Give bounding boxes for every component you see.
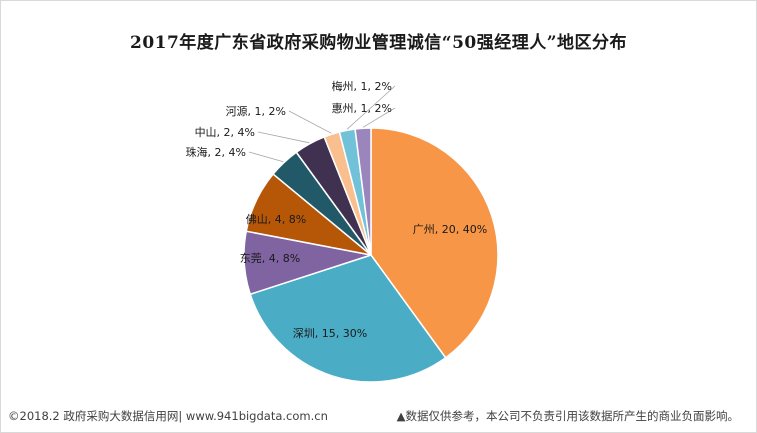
pie-slice-1 — [370, 127, 499, 359]
leader-line-8 — [346, 85, 396, 130]
slice-label-2: 深圳, 15, 30% — [293, 327, 367, 340]
footer-source: ©2018.2 政府采购大数据信用网| www.941bigdata.com.c… — [8, 409, 328, 423]
pie-slices — [243, 127, 499, 383]
slice-labels: 广州, 20, 40% 深圳, 15, 30% 东莞, 4, 8% 佛山, 4, 8%… — [186, 79, 488, 340]
slice-label-7: 河源, 1, 2% — [226, 104, 286, 118]
pie-slice-9 — [354, 127, 372, 256]
chart-title: 2017年度广东省政府采购物业管理诚信“50强经理人”地区分布 — [129, 33, 628, 53]
slice-label-4: 佛山, 4, 8% — [246, 213, 306, 226]
slice-label-1: 广州, 20, 40% — [413, 223, 487, 236]
slice-label-3: 东莞, 4, 8% — [240, 252, 300, 265]
leader-line-6 — [257, 131, 310, 144]
slice-label-5: 珠海, 2, 4% — [186, 145, 246, 159]
label-leader-lines — [248, 85, 396, 163]
leader-line-5 — [248, 151, 284, 163]
leader-line-9 — [362, 107, 396, 128]
slice-label-8: 梅州, 1, 2% — [332, 79, 392, 93]
slice-label-9: 惠州, 1, 2% — [332, 101, 392, 115]
slice-label-6: 中山, 2, 4% — [195, 126, 255, 139]
pie-slice-2 — [249, 254, 447, 383]
footer-disclaimer: ▲数据仅供参考，本公司不负责引用该数据所产生的商业负面影响。 — [396, 409, 739, 423]
leader-line-7 — [288, 110, 332, 134]
